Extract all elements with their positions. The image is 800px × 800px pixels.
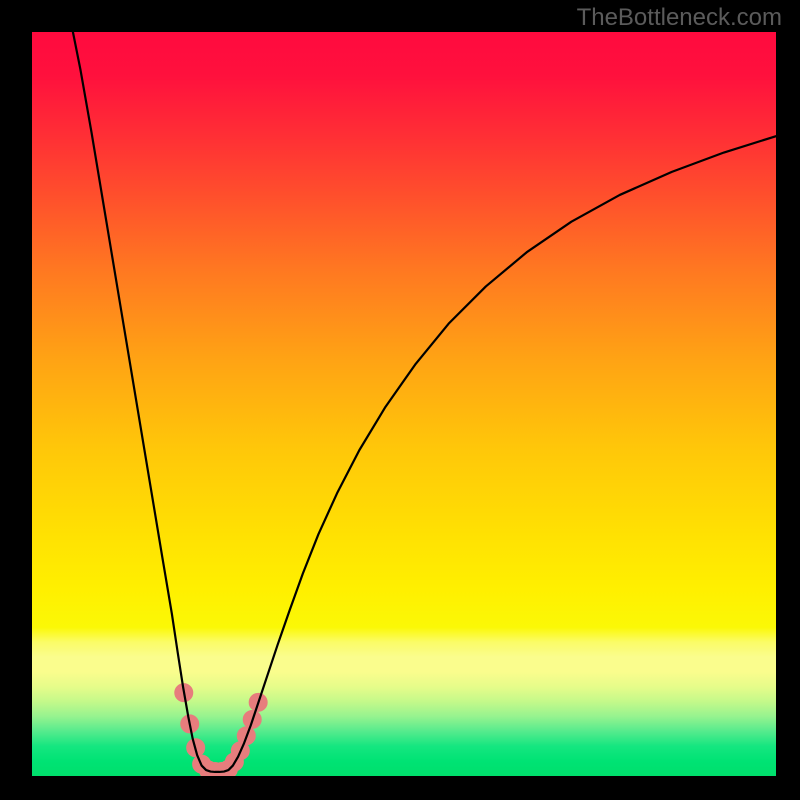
chart-stage: TheBottleneck.com: [0, 0, 800, 800]
plot-background: [32, 32, 776, 776]
plot-frame: [32, 32, 776, 776]
plot-svg: [32, 32, 776, 776]
watermark-text: TheBottleneck.com: [577, 4, 782, 32]
